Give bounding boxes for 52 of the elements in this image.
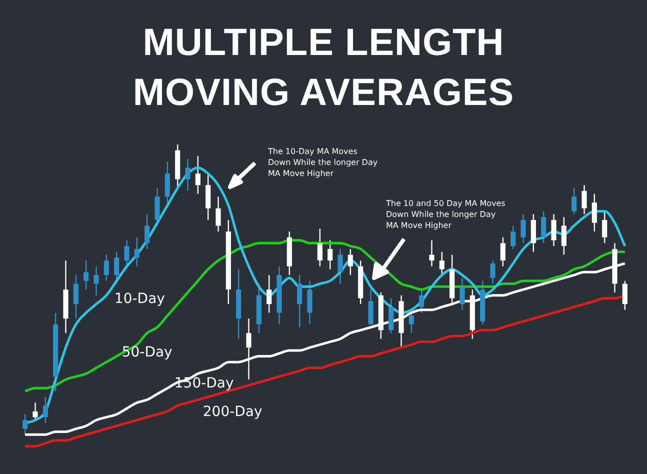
candlestick xyxy=(134,236,140,267)
candlestick xyxy=(307,280,312,325)
candlestick xyxy=(439,251,444,276)
candlestick xyxy=(22,414,28,436)
candlestick xyxy=(266,274,272,314)
candlestick xyxy=(541,210,546,244)
candlestick xyxy=(622,280,628,310)
candlestick xyxy=(73,274,78,320)
candlestick xyxy=(195,156,200,194)
annotation: The 10-Day MA Moves Down While the longer Day MA Move Higher xyxy=(268,146,379,179)
candlestick xyxy=(368,288,374,325)
candlestick xyxy=(561,216,566,256)
candlestick xyxy=(317,228,322,267)
candlestick xyxy=(510,225,516,250)
candlestick xyxy=(530,214,536,252)
candlestick xyxy=(216,196,221,232)
candlestick xyxy=(154,187,160,226)
candlestick xyxy=(582,184,587,215)
candlestick xyxy=(164,161,170,204)
candlestick xyxy=(490,260,496,284)
candlestick xyxy=(328,240,333,270)
series-label: 10-Day xyxy=(114,290,165,307)
candlestick xyxy=(297,274,302,328)
candlestick xyxy=(338,248,343,284)
candlestick xyxy=(124,240,130,267)
candlestick xyxy=(388,298,394,334)
candlestick xyxy=(419,288,424,314)
candlestick xyxy=(246,318,252,380)
candlestick xyxy=(551,214,556,247)
candlestick xyxy=(144,214,150,250)
chart-title: MULTIPLE LENGTH MOVING AVERAGES xyxy=(132,21,516,116)
candlestick xyxy=(104,254,109,282)
annotation: The 10 and 50 Day MA Moves Down While the longer Day MA Move Higher xyxy=(386,198,506,231)
candlestick xyxy=(348,248,353,276)
candlestick xyxy=(32,402,38,421)
candlestick xyxy=(114,251,120,284)
series-label: 150-Day xyxy=(174,375,234,392)
series-label: 200-Day xyxy=(202,404,262,420)
candlestick xyxy=(84,260,89,290)
candlestick xyxy=(429,240,434,267)
candlestick xyxy=(592,193,597,232)
candlestick xyxy=(94,266,99,296)
candlestick xyxy=(206,172,211,221)
candlestick xyxy=(602,210,608,244)
candlestick xyxy=(500,236,506,267)
candlestick xyxy=(185,158,190,192)
candlestick xyxy=(572,187,577,215)
series-label: 50-Day xyxy=(122,344,172,361)
candlestick xyxy=(42,396,48,424)
candlestick xyxy=(460,277,465,310)
candlestick xyxy=(408,309,414,334)
candlestick xyxy=(520,214,526,244)
